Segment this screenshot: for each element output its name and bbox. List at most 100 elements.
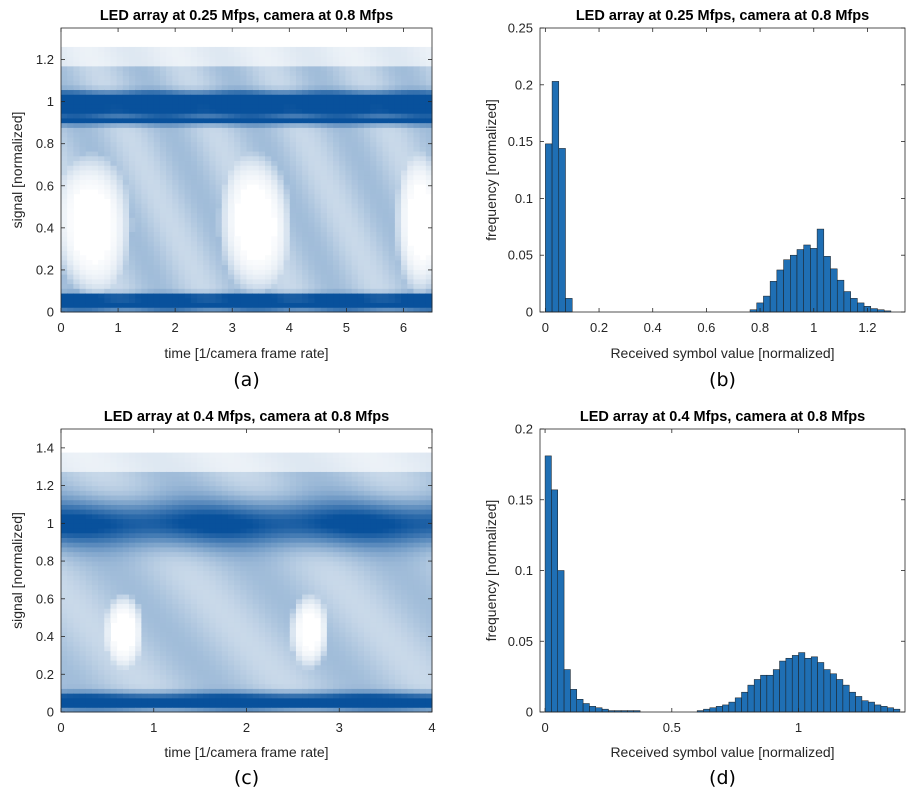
heatmap-cell — [221, 528, 229, 534]
heatmap-cell — [104, 523, 111, 529]
heatmap-cell — [345, 99, 353, 105]
heatmap-cell — [240, 103, 247, 109]
heatmap-cell — [246, 551, 254, 557]
heatmap-cell — [221, 457, 229, 463]
heatmap-cell — [221, 65, 229, 72]
heatmap-cell — [116, 683, 124, 689]
heatmap-cell — [147, 217, 155, 223]
heatmap-cell — [240, 664, 247, 671]
heatmap-cell — [302, 84, 309, 91]
heatmap-cell — [227, 589, 235, 595]
heatmap-cell — [382, 217, 390, 223]
heatmap-cell — [221, 259, 229, 266]
heatmap-cell — [110, 293, 118, 299]
heatmap-cell — [215, 198, 223, 204]
heatmap-cell — [172, 579, 179, 586]
heatmap-cell — [394, 226, 402, 233]
heatmap-cell — [246, 127, 254, 133]
heatmap-cell — [184, 499, 192, 505]
heatmap-cell — [67, 570, 74, 576]
heatmap-cell — [184, 193, 192, 199]
heatmap-cell — [221, 203, 229, 209]
heatmap-cell — [91, 523, 99, 529]
heatmap-cell — [252, 99, 260, 105]
heatmap-cell — [159, 697, 167, 704]
heatmap-cell — [147, 117, 155, 124]
heatmap-cell — [283, 217, 291, 223]
heatmap-cell — [79, 518, 87, 524]
heatmap-cell — [227, 75, 235, 81]
heatmap-cell — [227, 542, 235, 548]
heatmap-cell — [295, 179, 303, 185]
heatmap-cell — [104, 693, 111, 699]
heatmap-cell — [314, 184, 322, 190]
heatmap-cell — [209, 490, 217, 496]
heatmap-cell — [221, 570, 229, 576]
heatmap-cell — [190, 46, 198, 53]
heatmap-cell — [104, 603, 111, 609]
heatmap-cell — [425, 278, 433, 285]
heatmap-cell — [308, 278, 316, 285]
heatmap-cell — [209, 255, 217, 261]
heatmap-cell — [122, 283, 130, 289]
heatmap-cell — [91, 622, 99, 628]
heatmap-cell — [240, 655, 247, 661]
heatmap-cell — [61, 132, 68, 138]
heatmap-cell — [357, 99, 365, 105]
heatmap-cell — [141, 688, 149, 694]
heatmap-cell — [320, 226, 328, 233]
heatmap-cell — [345, 278, 353, 285]
heatmap-cell — [314, 259, 322, 266]
heatmap-cell — [221, 702, 229, 708]
heatmap-cell — [61, 490, 68, 496]
heatmap-cell — [221, 51, 229, 57]
heatmap-cell — [135, 113, 142, 119]
heatmap-cell — [283, 203, 291, 209]
heatmap-cell — [197, 84, 204, 91]
heatmap-cell — [135, 89, 142, 95]
heatmap-cell — [172, 490, 179, 496]
heatmap-cell — [277, 89, 285, 95]
heatmap-cell — [129, 174, 136, 180]
heatmap-cell — [252, 155, 260, 162]
heatmap-cell — [339, 127, 346, 133]
heatmap-cell — [178, 184, 186, 190]
heatmap-cell — [221, 674, 229, 680]
heatmap-cell — [110, 117, 118, 124]
heatmap-cell — [122, 255, 130, 261]
heatmap-cell — [302, 179, 309, 185]
heatmap-cell — [153, 650, 161, 656]
heatmap-cell — [172, 528, 179, 534]
heatmap-cell — [153, 641, 161, 647]
heatmap-cell — [104, 537, 111, 543]
heatmap-cell — [135, 551, 142, 557]
heatmap-cell — [110, 452, 118, 458]
heatmap-cell — [110, 141, 118, 147]
heatmap-cell — [277, 56, 285, 62]
heatmap-cell — [166, 241, 173, 247]
heatmap-cell — [277, 51, 285, 57]
heatmap-cell — [91, 155, 99, 162]
heatmap-cell — [172, 499, 179, 505]
heatmap-cell — [394, 184, 402, 190]
heatmap-cell — [401, 170, 408, 176]
heatmap-cell — [363, 302, 371, 308]
heatmap-cell — [215, 603, 223, 609]
heatmap-cell — [370, 193, 377, 199]
heatmap-cell — [351, 146, 359, 152]
heatmap-cell — [79, 537, 87, 543]
heatmap-cell — [61, 46, 68, 53]
heatmap-cell — [295, 264, 303, 270]
heatmap-cell — [178, 664, 186, 671]
heatmap-cell — [246, 259, 254, 266]
heatmap-cell — [73, 56, 81, 62]
heatmap-cell — [252, 645, 260, 652]
heatmap-cell — [159, 179, 167, 185]
heatmap-cell — [190, 241, 198, 247]
heatmap-cell — [401, 132, 408, 138]
heatmap-cell — [246, 579, 254, 586]
heatmap-cell — [302, 151, 309, 157]
heatmap-cell — [289, 255, 297, 261]
heatmap-cell — [79, 94, 87, 100]
heatmap-cell — [190, 485, 198, 491]
